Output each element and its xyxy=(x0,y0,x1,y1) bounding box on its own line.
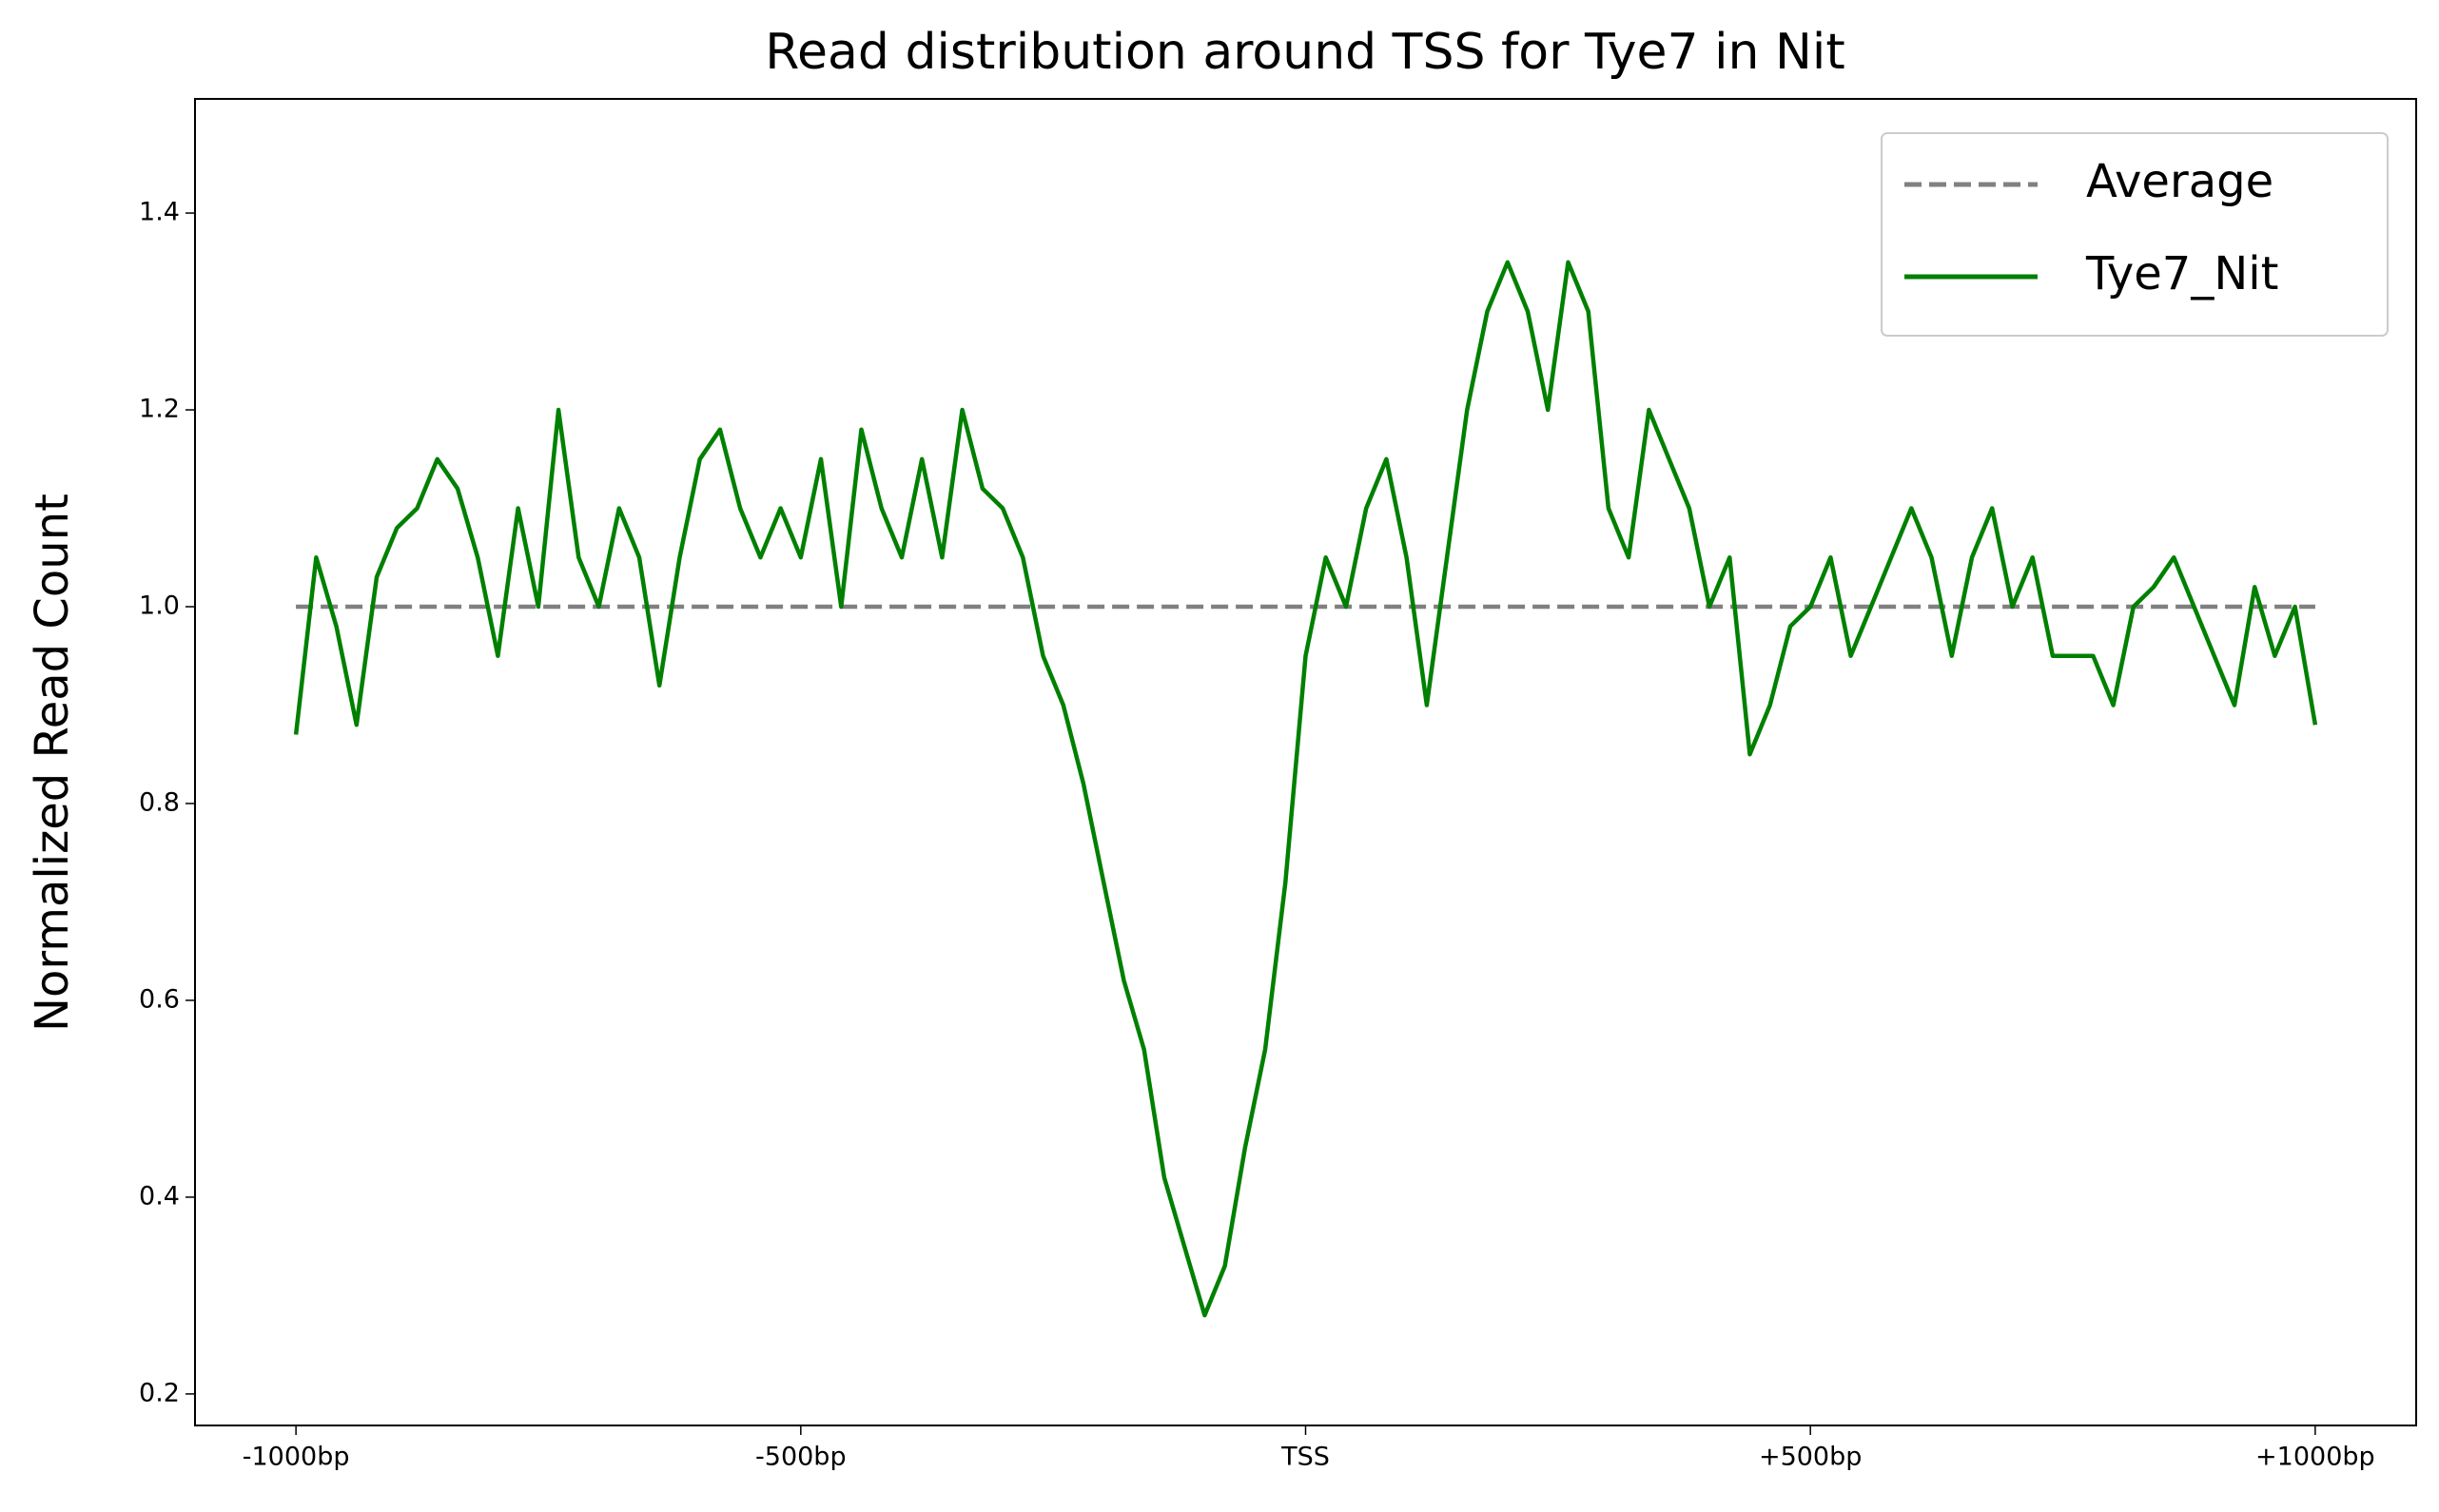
data-line xyxy=(293,260,2318,1318)
y-tick-label: 0.6 xyxy=(139,984,180,1014)
chart-title: Read distribution around TSS for Tye7 in… xyxy=(765,24,1844,81)
legend-label: Average xyxy=(2086,155,2273,208)
x-tick-label: -500bp xyxy=(755,1443,847,1472)
x-tick-label: TSS xyxy=(1280,1443,1330,1472)
x-tick-label: +500bp xyxy=(1759,1443,1862,1472)
y-tick-label: 0.4 xyxy=(139,1181,180,1211)
y-tick-label: 0.2 xyxy=(139,1378,180,1407)
y-tick-label: 1.0 xyxy=(139,591,180,620)
x-tick-label: -1000bp xyxy=(243,1443,350,1472)
y-axis-label: Normalized Read Count xyxy=(26,494,79,1032)
y-tick-label: 0.8 xyxy=(139,787,180,817)
legend-label: Tye7_Nit xyxy=(2085,247,2278,300)
x-tick-label: +1000bp xyxy=(2255,1443,2375,1472)
y-tick-label: 1.4 xyxy=(139,198,180,227)
plot-frame xyxy=(194,98,2417,1426)
y-tick-label: 1.2 xyxy=(139,395,180,424)
